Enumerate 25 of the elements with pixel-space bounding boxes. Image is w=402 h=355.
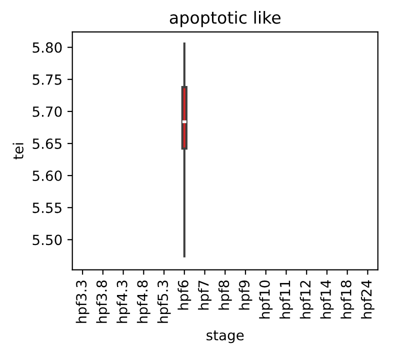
- x-tick-label: hpf6: [178, 280, 192, 310]
- x-tick-label: hpf8: [218, 280, 232, 310]
- chart-title: apoptotic like: [170, 10, 280, 28]
- y-tick-label: 5.80: [32, 42, 62, 53]
- x-tick-label: hpf24: [360, 280, 374, 318]
- x-tick-label: hpf12: [300, 280, 314, 318]
- y-tick-label: 5.50: [32, 234, 62, 246]
- x-tick-label: hpf3.3: [76, 280, 90, 323]
- x-tick-label: hpf18: [340, 280, 354, 318]
- y-tick-label: 5.60: [32, 170, 62, 182]
- x-tick-label: hpf3.8: [96, 280, 110, 323]
- x-tick-label: hpf9: [238, 280, 252, 310]
- x-tick-label: hpf11: [280, 280, 293, 318]
- y-tick-label: 5.65: [32, 138, 62, 149]
- x-tick-label: hpf7: [198, 280, 212, 310]
- y-tick-label: 5.75: [32, 74, 62, 85]
- x-tick-label: hpf4.3: [116, 280, 130, 323]
- x-tick-label: hpf14: [320, 280, 334, 318]
- x-tick-label: hpf10: [259, 280, 273, 318]
- y-tick-label: 5.55: [32, 202, 62, 214]
- y-tick-label: 5.70: [32, 106, 62, 117]
- x-axis-title: stage: [206, 330, 244, 344]
- x-tick-label: hpf5.3: [157, 280, 171, 323]
- y-axis-title: tei: [12, 143, 24, 160]
- x-tick-label: hpf4.8: [136, 280, 150, 323]
